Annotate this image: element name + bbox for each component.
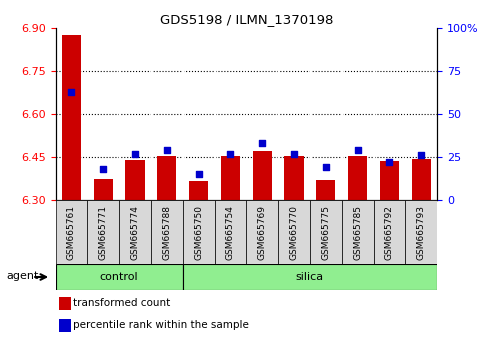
- Text: GSM665775: GSM665775: [321, 205, 330, 260]
- Bar: [284, 156, 303, 200]
- Bar: [59, 319, 71, 332]
- Point: [195, 171, 202, 177]
- Text: GSM665761: GSM665761: [67, 205, 76, 260]
- Text: GSM665769: GSM665769: [258, 205, 267, 260]
- Bar: [253, 152, 272, 200]
- Text: control: control: [100, 272, 139, 282]
- Text: GSM665771: GSM665771: [99, 205, 108, 260]
- Text: GSM665792: GSM665792: [385, 205, 394, 260]
- Text: GSM665754: GSM665754: [226, 205, 235, 260]
- Point: [258, 141, 266, 146]
- Bar: [87, 200, 119, 264]
- Bar: [214, 200, 246, 264]
- Point: [131, 151, 139, 156]
- Bar: [157, 156, 176, 200]
- Bar: [246, 200, 278, 264]
- Bar: [342, 200, 373, 264]
- Text: GSM665750: GSM665750: [194, 205, 203, 260]
- Text: agent: agent: [7, 271, 39, 281]
- Bar: [119, 200, 151, 264]
- Point: [354, 147, 361, 153]
- Text: percentile rank within the sample: percentile rank within the sample: [73, 320, 249, 330]
- Text: GSM665774: GSM665774: [130, 205, 140, 260]
- Point: [68, 89, 75, 95]
- Bar: [151, 200, 183, 264]
- Bar: [94, 178, 113, 200]
- Point: [417, 153, 425, 158]
- Bar: [56, 264, 183, 290]
- Bar: [189, 181, 208, 200]
- Text: GSM665770: GSM665770: [289, 205, 298, 260]
- Bar: [380, 161, 399, 200]
- Bar: [183, 200, 214, 264]
- Title: GDS5198 / ILMN_1370198: GDS5198 / ILMN_1370198: [160, 13, 333, 26]
- Bar: [278, 200, 310, 264]
- Bar: [62, 35, 81, 200]
- Bar: [59, 297, 71, 310]
- Bar: [310, 200, 342, 264]
- Point: [290, 151, 298, 156]
- Point: [99, 166, 107, 172]
- Text: GSM665793: GSM665793: [417, 205, 426, 260]
- Text: GSM665785: GSM665785: [353, 205, 362, 260]
- Bar: [316, 180, 335, 200]
- Bar: [183, 264, 437, 290]
- Bar: [56, 200, 87, 264]
- Text: GSM665788: GSM665788: [162, 205, 171, 260]
- Text: silica: silica: [296, 272, 324, 282]
- Bar: [373, 200, 405, 264]
- Bar: [221, 156, 240, 200]
- Point: [227, 151, 234, 156]
- Point: [322, 165, 330, 170]
- Text: transformed count: transformed count: [73, 298, 170, 308]
- Point: [385, 159, 393, 165]
- Point: [163, 147, 170, 153]
- Bar: [126, 160, 144, 200]
- Bar: [412, 159, 431, 200]
- Bar: [348, 156, 367, 200]
- Bar: [405, 200, 437, 264]
